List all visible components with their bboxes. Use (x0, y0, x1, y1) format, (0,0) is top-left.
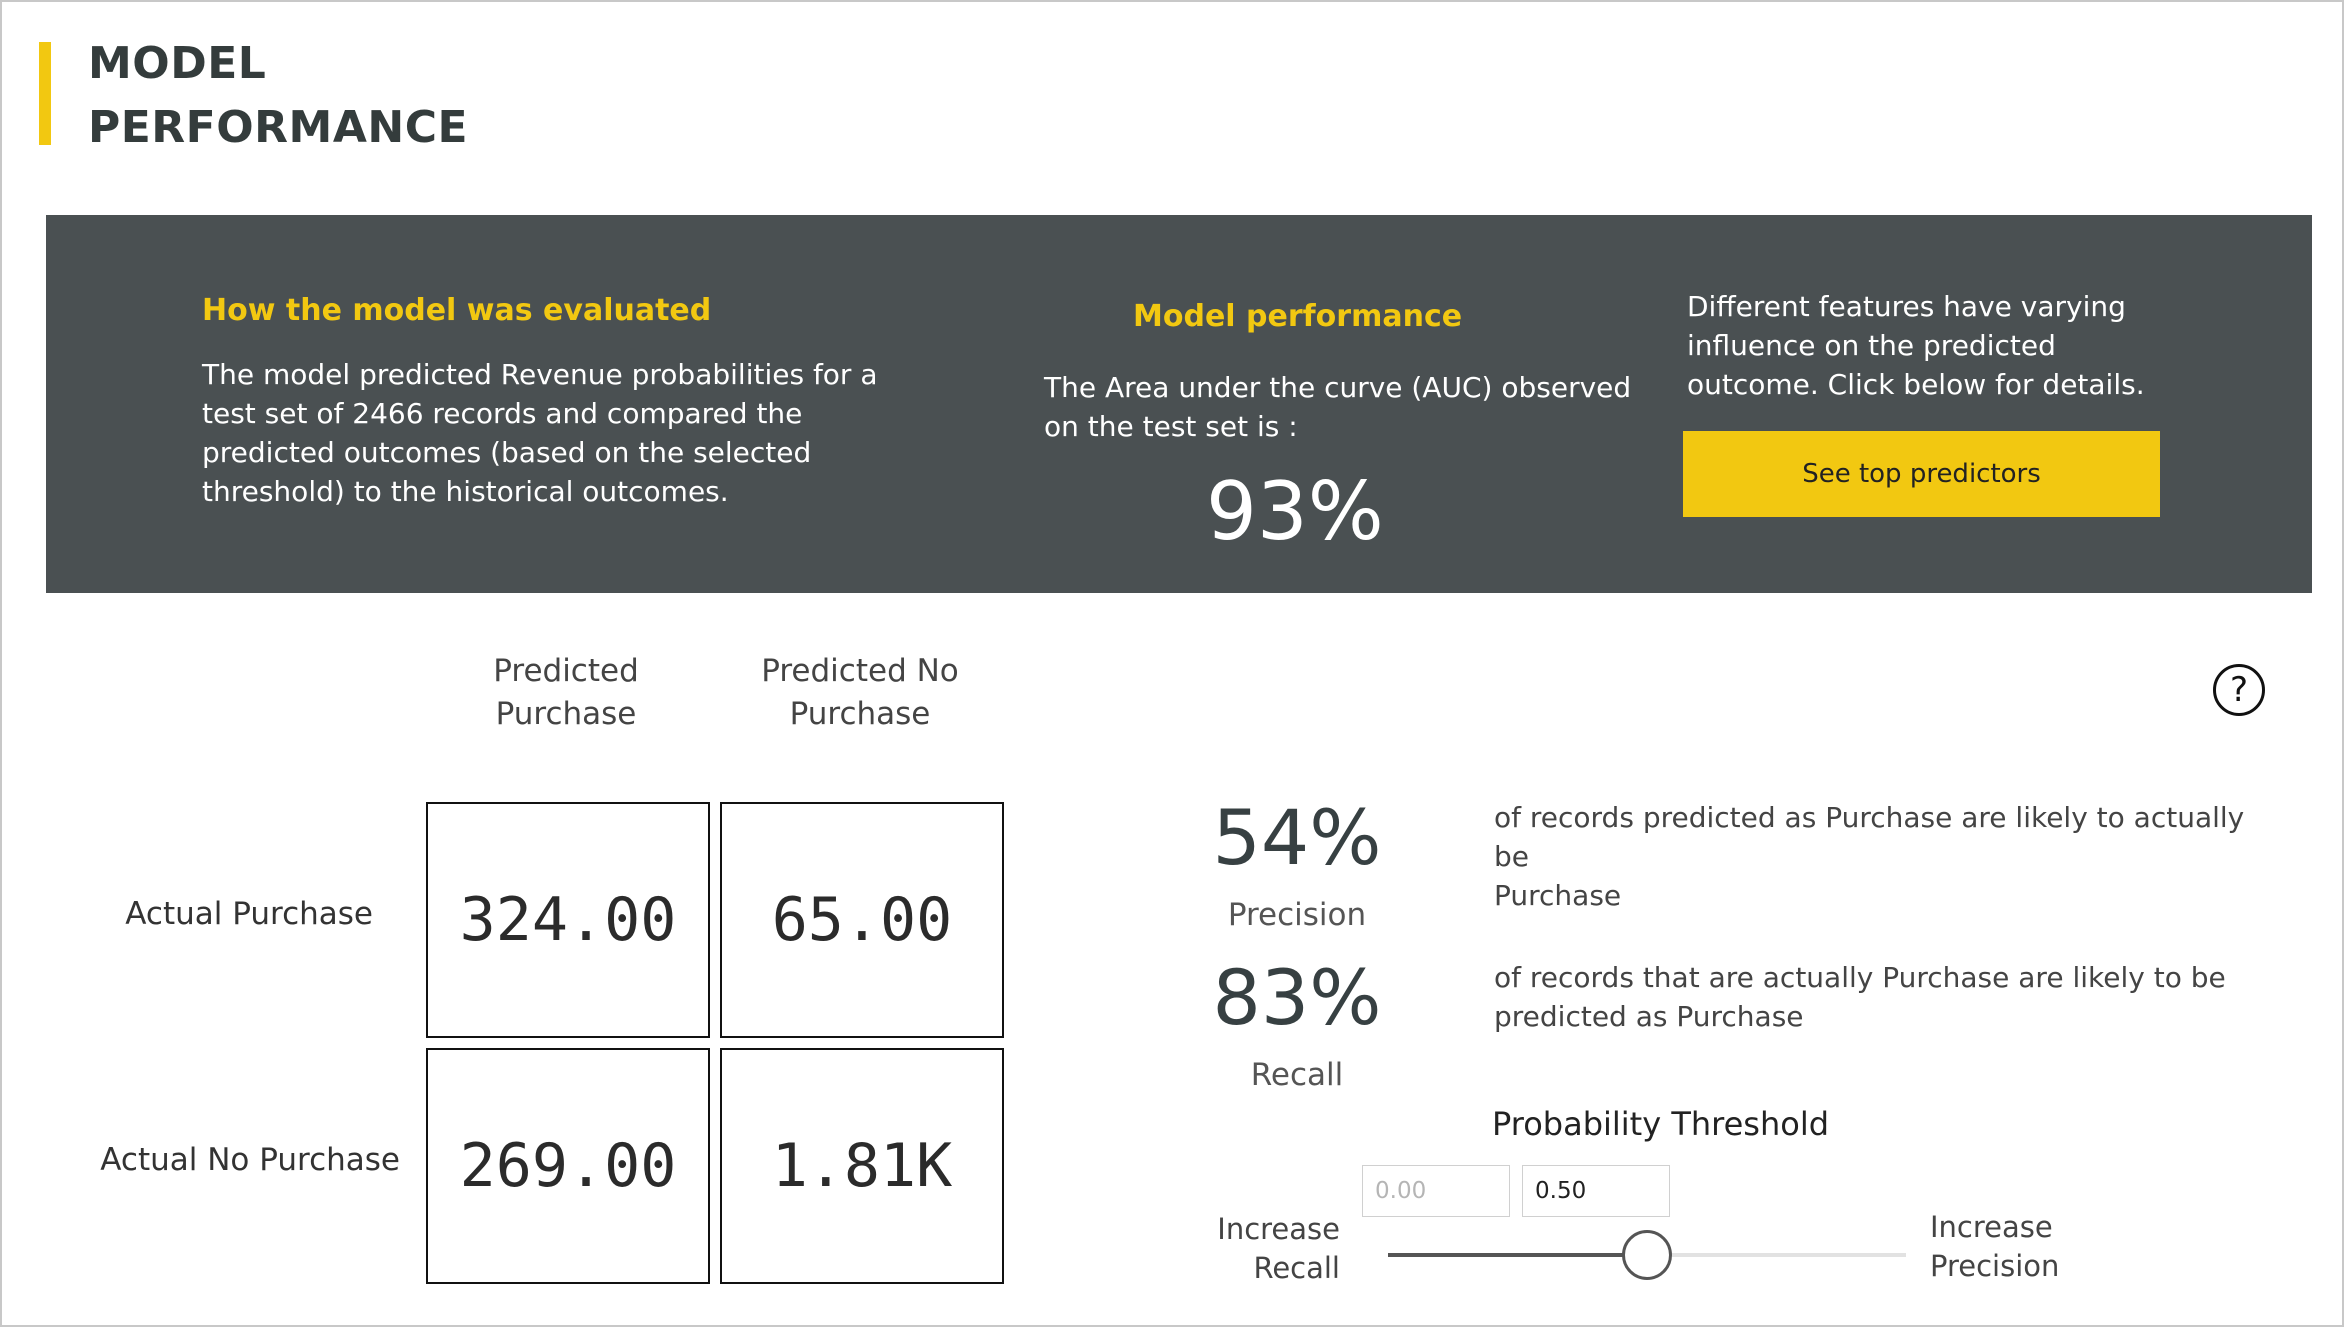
recall-description-line: predicted as Purchase (1494, 1000, 1804, 1033)
evaluated-text-line: test set of 2466 records and compared th… (202, 397, 803, 430)
evaluated-heading: How the model was evaluated (202, 293, 712, 328)
auc-text-line: on the test set is : (1044, 410, 1298, 443)
matrix-cell-false-positive[interactable]: 269.00 (426, 1048, 710, 1284)
increase-precision-label-line: Increase (1930, 1210, 2053, 1244)
features-text-line: outcome. Click below for details. (1687, 368, 2145, 401)
col-header-line: Predicted No (761, 653, 959, 689)
matrix-cell-true-negative[interactable]: 1.81K (720, 1048, 1004, 1284)
threshold-title: Probability Threshold (1492, 1105, 1830, 1143)
evaluated-text-line: predicted outcomes (based on the selecte… (202, 436, 812, 469)
recall-description-line: of records that are actually Purchase ar… (1494, 961, 2226, 994)
features-text-line: influence on the predicted (1687, 329, 2056, 362)
auc-text: The Area under the curve (AUC) observed … (1044, 368, 1631, 446)
increase-recall-label-line: Recall (1253, 1251, 1340, 1285)
matrix-cell-false-negative[interactable]: 65.00 (720, 802, 1004, 1038)
title-accent-bar (39, 42, 51, 145)
precision-label: Precision (1227, 897, 1367, 933)
recall-description: of records that are actually Purchase ar… (1494, 958, 2254, 1036)
auc-text-line: The Area under the curve (AUC) observed (1044, 371, 1632, 404)
evaluated-text-line: threshold) to the historical outcomes. (202, 475, 729, 508)
matrix-cell-true-positive[interactable]: 324.00 (426, 802, 710, 1038)
features-text: Different features have varying influenc… (1687, 287, 2145, 404)
increase-recall-label: Increase Recall (1210, 1210, 1340, 1288)
performance-heading: Model performance (1133, 299, 1463, 334)
threshold-min-input[interactable]: 0.00 (1362, 1165, 1510, 1217)
col-header-line: Predicted (493, 653, 639, 689)
auc-value: 93% (1206, 465, 1384, 558)
row-header-actual-purchase: Actual Purchase (125, 896, 373, 932)
page-title-line2: PERFORMANCE (88, 102, 469, 153)
page-title: MODEL PERFORMANCE (88, 32, 468, 160)
increase-precision-label-line: Precision (1930, 1249, 2060, 1283)
recall-label: Recall (1250, 1057, 1344, 1093)
recall-value: 83% (1212, 953, 1382, 1042)
page-title-line1: MODEL (88, 38, 267, 89)
row-header-actual-no-purchase: Actual No Purchase (100, 1142, 400, 1178)
col-header-line: Purchase (495, 696, 637, 732)
see-top-predictors-button[interactable]: See top predictors (1683, 431, 2160, 517)
evaluated-text-line: The model predicted Revenue probabilitie… (202, 358, 878, 391)
features-text-line: Different features have varying (1687, 290, 2126, 323)
question-circle-icon[interactable]: ? (2213, 664, 2265, 716)
precision-value: 54% (1212, 793, 1382, 882)
threshold-value-input[interactable]: 0.50 (1522, 1165, 1670, 1217)
summary-banner: How the model was evaluated The model pr… (46, 215, 2312, 593)
increase-recall-label-line: Increase (1217, 1212, 1340, 1246)
col-header-predicted-no-purchase: Predicted No Purchase (735, 650, 985, 736)
precision-description-line: of records predicted as Purchase are lik… (1494, 801, 2245, 873)
precision-description: of records predicted as Purchase are lik… (1494, 798, 2254, 915)
evaluated-text: The model predicted Revenue probabilitie… (202, 355, 878, 511)
col-header-line: Purchase (789, 696, 931, 732)
threshold-slider-fill (1388, 1253, 1647, 1257)
col-header-predicted-purchase: Predicted Purchase (466, 650, 666, 736)
increase-precision-label: Increase Precision (1930, 1208, 2059, 1286)
threshold-slider-handle[interactable] (1622, 1230, 1672, 1280)
precision-description-line: Purchase (1494, 879, 1622, 912)
